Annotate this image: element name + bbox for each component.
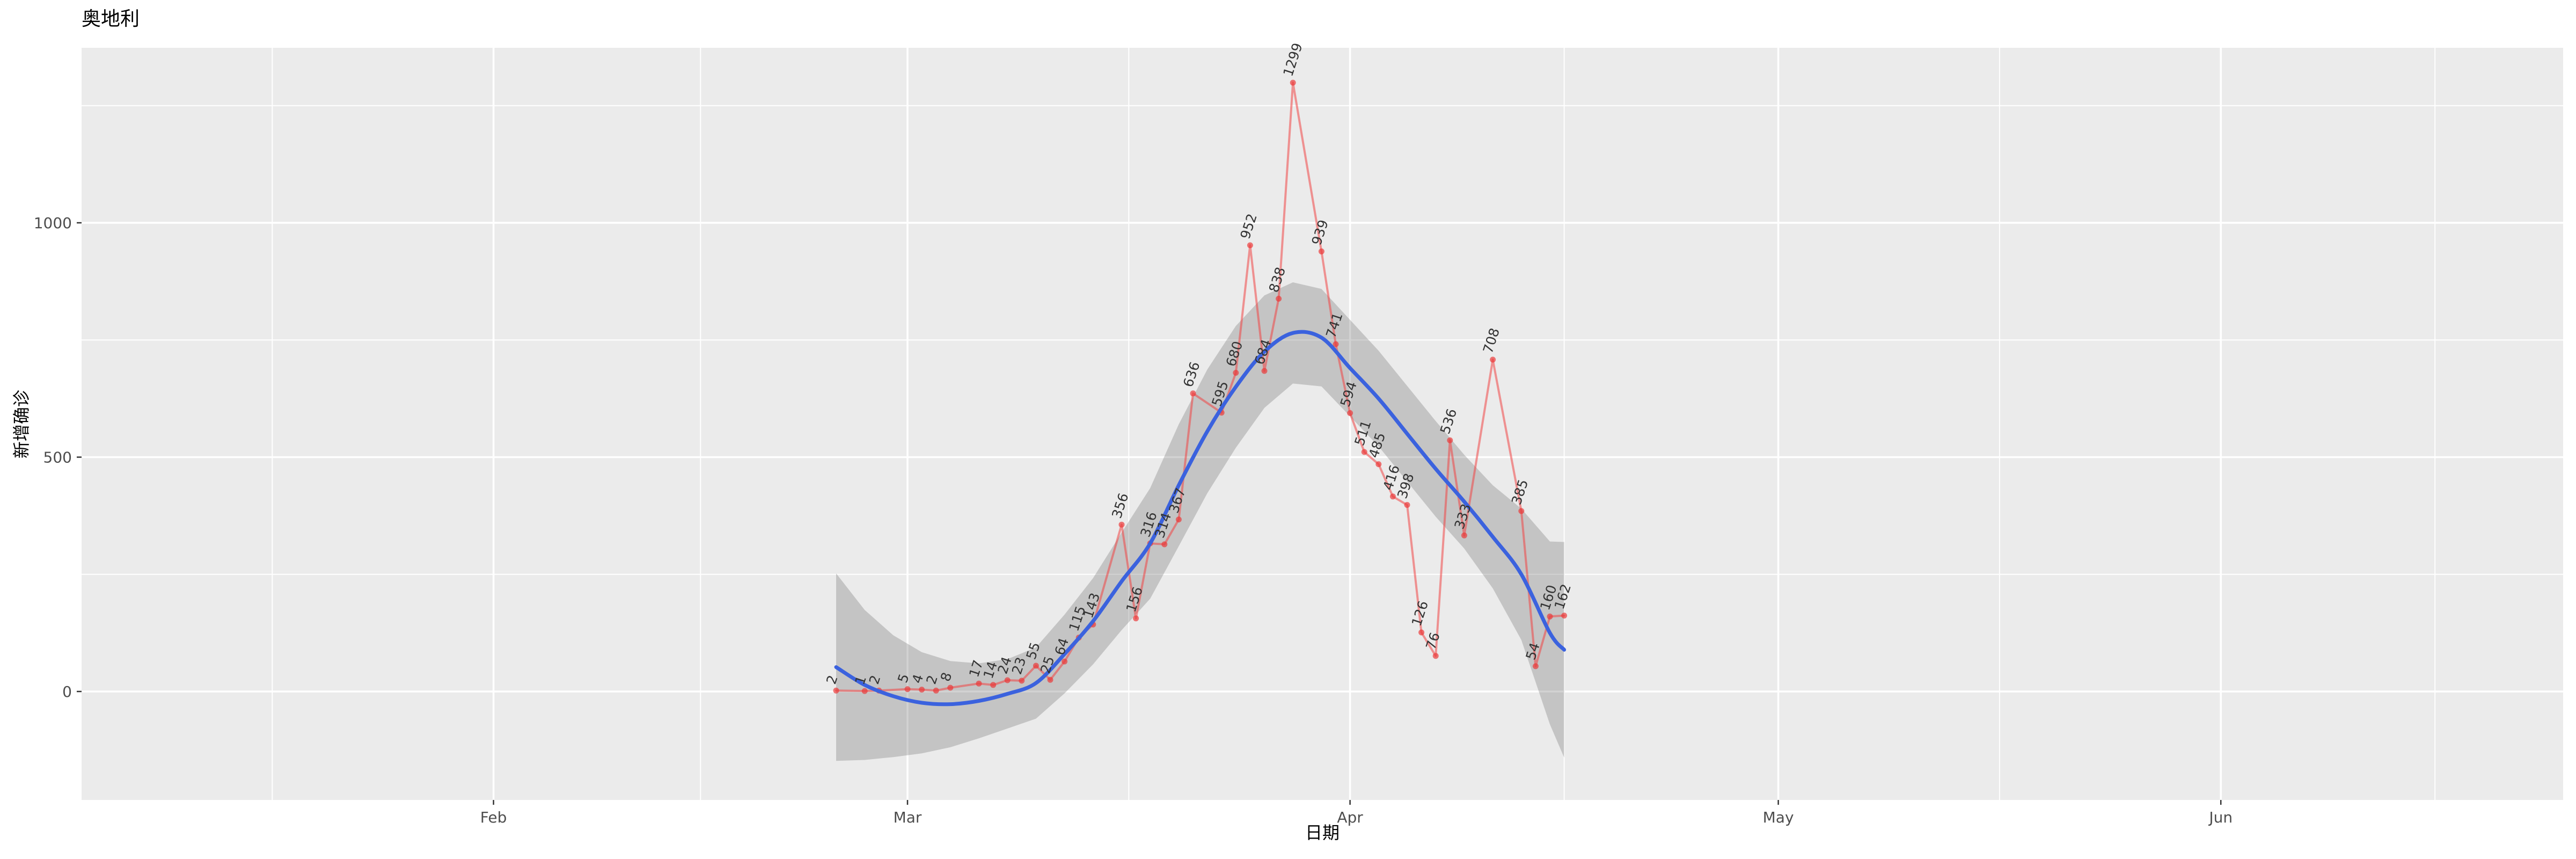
plot-title: 奥地利	[82, 8, 140, 30]
y-axis-title: 新增确诊	[11, 389, 32, 459]
y-tick-label: 0	[62, 683, 72, 701]
x-tick-label: Feb	[480, 809, 507, 826]
x-tick-label: May	[1763, 809, 1794, 826]
data-point	[1161, 541, 1168, 548]
data-point	[1333, 341, 1339, 347]
data-point	[1047, 676, 1053, 683]
data-point	[1190, 390, 1196, 397]
data-point	[1561, 613, 1568, 619]
x-axis-title: 日期	[1305, 822, 1340, 843]
data-point	[1404, 502, 1410, 508]
data-point	[947, 685, 954, 691]
data-point	[833, 687, 839, 694]
data-point	[1318, 248, 1324, 254]
data-point	[1062, 658, 1068, 665]
smooth-line	[834, 330, 1567, 707]
data-point	[1019, 678, 1025, 684]
data-point	[1004, 677, 1011, 683]
data-point	[1347, 410, 1353, 416]
data-point	[1247, 242, 1253, 249]
data-point	[1432, 653, 1439, 659]
data-point	[1290, 79, 1296, 86]
data-point	[1361, 449, 1367, 455]
data-point	[1261, 368, 1268, 374]
data-point	[933, 687, 939, 694]
data-point	[1133, 615, 1139, 622]
data-point	[904, 686, 911, 693]
data-point	[1461, 532, 1467, 538]
data-point	[1490, 356, 1496, 363]
y-tick-label: 500	[43, 449, 72, 467]
data-point	[1418, 629, 1425, 636]
data-point	[1547, 613, 1553, 620]
data-point	[1118, 521, 1125, 528]
data-point	[1375, 461, 1382, 468]
data-point	[861, 688, 868, 694]
data-point	[1389, 493, 1396, 500]
data-point	[1175, 516, 1182, 523]
data-point	[919, 687, 925, 693]
data-point	[1447, 437, 1453, 443]
data-point	[1276, 295, 1282, 302]
x-tick-label: Jun	[2208, 809, 2233, 826]
plot-panel	[82, 48, 2563, 800]
y-tick-label: 1000	[34, 214, 72, 232]
data-point	[1518, 508, 1525, 514]
data-point	[1532, 663, 1539, 669]
data-point	[1233, 369, 1239, 376]
data-point	[976, 680, 982, 687]
x-tick-label: Mar	[894, 809, 922, 826]
data-point	[990, 682, 997, 688]
x-tick-label: Apr	[1337, 809, 1363, 826]
data-point	[1033, 663, 1039, 669]
